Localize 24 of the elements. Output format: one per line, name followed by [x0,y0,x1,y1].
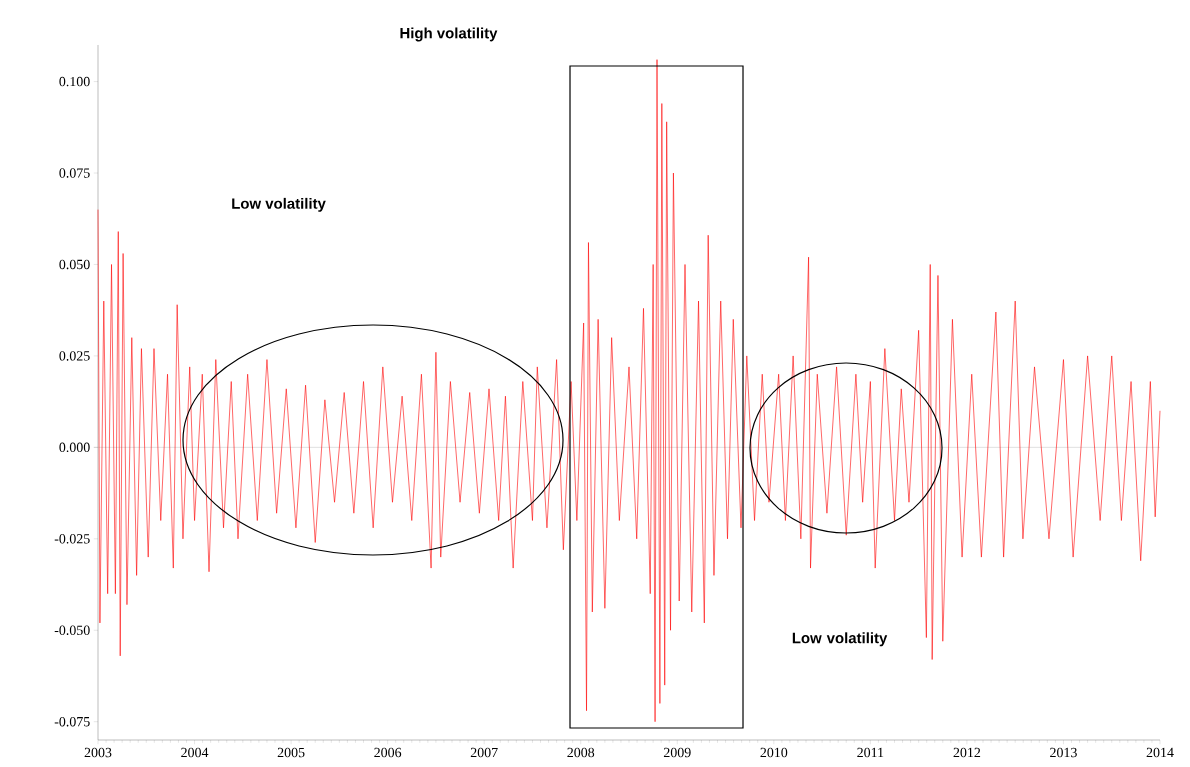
x-tick-label: 2006 [374,747,402,758]
y-tick-label: 0.025 [59,351,90,361]
y-tick-label: 0.050 [59,259,90,270]
line-series [97,59,1161,723]
annotation: Low volatility [232,197,326,212]
x-tick-label: 2011 [857,747,884,758]
x-tick-label: 2007 [470,747,498,758]
y-tick-label: -0.075 [54,716,90,727]
annotation: Low volatility [792,632,888,647]
x-tick-label: 2009 [663,747,691,758]
y-tick-label: -0.025 [54,534,90,544]
x-tick-label: 2013 [1050,747,1077,758]
y-tick-label: -0.050 [54,625,90,635]
x-tick-label: 2003 [84,747,112,758]
y-tick-label: 0.100 [59,76,90,87]
x-tick-label: 2014 [1146,747,1174,758]
x-tick-label: 2005 [277,747,305,758]
x-tick-label: 2004 [181,747,209,758]
y-tick-label: 0.000 [59,442,90,453]
x-tick-label: 2010 [760,747,788,758]
x-tick-label: 2008 [567,747,595,758]
x-tick-label: 2012 [953,747,981,758]
y-tick-label: 0.075 [59,168,90,178]
text: High volatility [400,27,498,42]
